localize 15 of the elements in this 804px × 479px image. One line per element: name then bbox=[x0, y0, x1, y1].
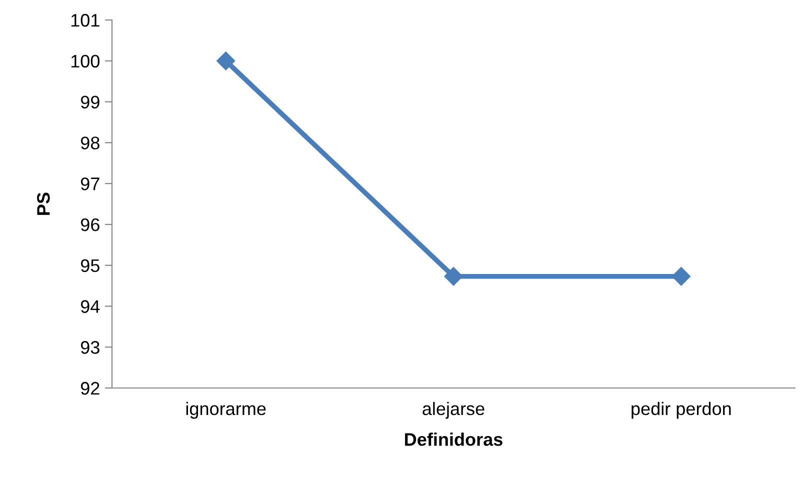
y-tick-label: 93 bbox=[80, 341, 100, 354]
x-tick-label: pedir perdon bbox=[632, 402, 731, 419]
y-tick-label: 99 bbox=[80, 96, 100, 108]
y-tick-label: 100 bbox=[71, 54, 100, 68]
y-tick-label: 101 bbox=[71, 14, 100, 27]
y-tick-label: 92 bbox=[80, 382, 100, 395]
y-tick-label: 97 bbox=[80, 177, 100, 190]
y-tick-label: 95 bbox=[80, 259, 100, 272]
y-axis-title: PS bbox=[37, 192, 50, 215]
x-axis-title: Definidoras bbox=[405, 432, 502, 446]
x-tick-label: ignorarme bbox=[186, 402, 266, 419]
x-tick-label: alejarse bbox=[422, 402, 484, 419]
y-tick-label: 98 bbox=[80, 136, 100, 150]
y-tick-label: 94 bbox=[80, 300, 100, 313]
y-tick-label: 96 bbox=[80, 218, 100, 232]
